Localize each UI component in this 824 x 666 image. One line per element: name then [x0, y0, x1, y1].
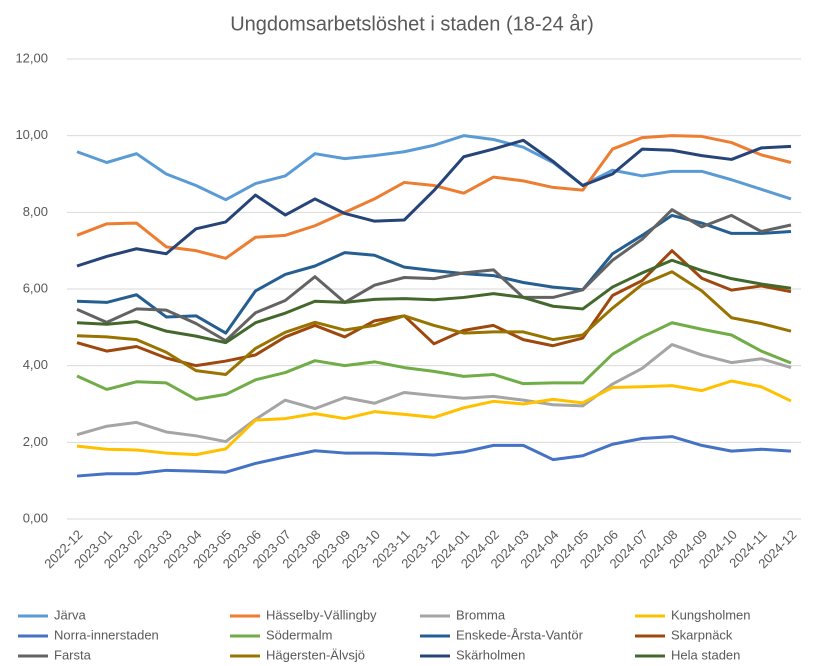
- legend-label: Södermalm: [266, 627, 332, 642]
- series-line: [76, 270, 792, 376]
- legend-label: Enskede-Årsta-Vantör: [456, 627, 584, 642]
- legend-label: Bromma: [456, 607, 506, 622]
- y-tick-label: 2,00: [23, 434, 48, 449]
- y-tick-label: 0,00: [23, 510, 48, 525]
- legend-label: Skärholmen: [456, 647, 525, 662]
- legend-label: Hägersten-Älvsjö: [266, 647, 365, 662]
- y-tick-label: 10,00: [15, 127, 48, 142]
- series-line: [76, 134, 792, 202]
- legend-label: Norra-innerstaden: [54, 627, 159, 642]
- series-line: [76, 208, 792, 343]
- series-line: [76, 138, 792, 268]
- chart-title: Ungdomsarbetslöshet i staden (18-24 år): [230, 13, 594, 35]
- series-line: [76, 435, 792, 478]
- legend-label: Hela staden: [671, 647, 740, 662]
- y-tick-label: 6,00: [23, 280, 48, 295]
- series-line: [76, 379, 792, 457]
- legend-label: Skarpnäck: [671, 627, 733, 642]
- y-tick-label: 4,00: [23, 357, 48, 372]
- legend-label: Hässelby-Vällingby: [266, 607, 377, 622]
- legend-label: Kungsholmen: [671, 607, 751, 622]
- series-line: [76, 321, 792, 401]
- y-tick-label: 8,00: [23, 204, 48, 219]
- y-tick-label: 12,00: [15, 50, 48, 65]
- series-line: [76, 343, 792, 444]
- legend-label: Farsta: [54, 647, 92, 662]
- legend-label: Järva: [54, 607, 87, 622]
- series-line: [76, 134, 792, 260]
- series-line: [76, 249, 792, 368]
- series-line: [76, 258, 792, 345]
- series-line: [76, 213, 792, 335]
